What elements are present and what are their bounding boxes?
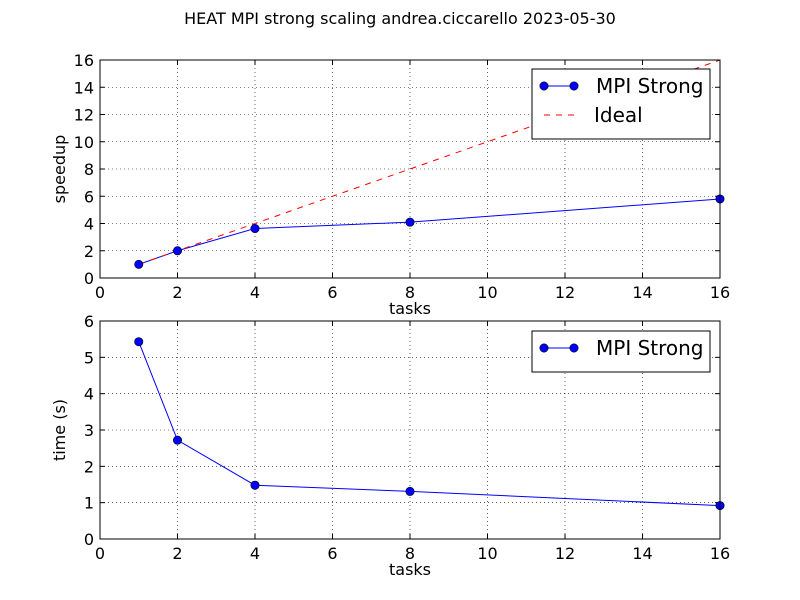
speedup-panel: 0 2 4 6 8 10 12 14 16 0 2 4 6 8 10 12 14 16 tasks speedup MP… (50, 51, 730, 318)
data-point (405, 217, 415, 227)
data-point (173, 435, 183, 445)
x-tick-label: 16 (710, 544, 730, 563)
x-tick-label: 14 (632, 283, 652, 302)
data-point (173, 246, 183, 256)
data-point (134, 259, 144, 269)
x-tick-label: 2 (172, 283, 182, 302)
plot-frame (99, 59, 721, 279)
legend-label: MPI Strong (596, 336, 704, 360)
y-tick-label: 2 (84, 242, 94, 261)
y-tick-label: 0 (84, 530, 94, 549)
x-tick-label: 2 (172, 544, 182, 563)
x-tick-label: 4 (250, 283, 260, 302)
y-axis-label: speedup (50, 135, 69, 204)
legend-box (531, 330, 711, 373)
x-tick-label: 0 (95, 283, 105, 302)
y-tick-label: 0 (84, 269, 94, 288)
data-point (250, 224, 260, 234)
x-tick-label: 8 (405, 544, 415, 563)
legend-label: MPI Strong (596, 74, 704, 98)
legend-label: Ideal (594, 103, 643, 127)
x-tick-label: 8 (405, 283, 415, 302)
y-tick-label: 8 (84, 160, 94, 179)
x-tick-label: 6 (327, 544, 337, 563)
y-tick-label: 4 (84, 385, 94, 404)
y-tick-label: 5 (84, 348, 94, 367)
legend-swatch-marker (539, 81, 549, 91)
y-tick-label: 3 (84, 421, 94, 440)
y-tick-label: 12 (74, 106, 94, 125)
legend: MPI Strong Ideal (531, 68, 711, 140)
x-axis-label: tasks (389, 299, 431, 318)
y-tick-label: 10 (74, 133, 94, 152)
y-tick-label: 4 (84, 215, 94, 234)
x-axis-label: tasks (389, 560, 431, 579)
x-tick-label: 16 (710, 283, 730, 302)
x-tick-label: 6 (327, 283, 337, 302)
y-tick-label: 6 (84, 187, 94, 206)
y-tick-label: 2 (84, 457, 94, 476)
data-point (134, 337, 144, 347)
figure-title: HEAT MPI strong scaling andrea.ciccarell… (184, 9, 616, 28)
y-tick-label: 16 (74, 51, 94, 70)
legend: MPI Strong (531, 330, 711, 373)
x-tick-label: 12 (555, 544, 575, 563)
x-tick-label: 4 (250, 544, 260, 563)
legend-swatch-marker (569, 343, 579, 353)
x-tick-label: 0 (95, 544, 105, 563)
legend-swatch-marker (539, 343, 549, 353)
data-point (405, 486, 415, 496)
x-tick-label: 10 (477, 544, 497, 563)
legend-swatch-marker (569, 81, 579, 91)
plot-frame (99, 320, 721, 540)
y-tick-label: 1 (84, 494, 94, 513)
x-tick-label: 10 (477, 283, 497, 302)
data-point (250, 480, 260, 490)
y-tick-label: 6 (84, 312, 94, 331)
x-tick-label: 14 (632, 544, 652, 563)
y-axis-label: time (s) (50, 399, 69, 461)
x-tick-label: 12 (555, 283, 575, 302)
y-tick-label: 14 (74, 78, 94, 97)
legend-box (531, 68, 711, 140)
